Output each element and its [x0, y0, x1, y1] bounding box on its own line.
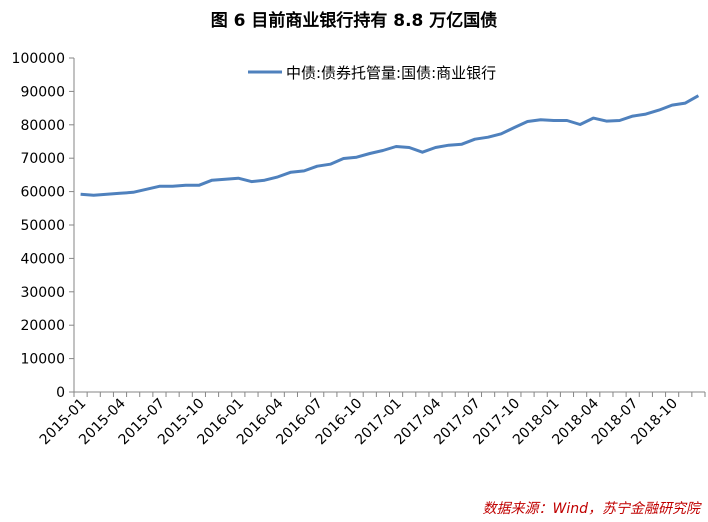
legend: 中债:债券托管量:国债:商业银行	[248, 64, 496, 82]
y-tick-label: 70000	[20, 151, 65, 167]
y-axis: 0 10000 20000 30000 40000 50000 60000 70000 8000…	[12, 51, 75, 401]
y-tick-label: 60000	[20, 185, 65, 201]
y-tick-label: 90000	[20, 84, 65, 100]
y-tick-label: 0	[56, 385, 65, 401]
y-tick-label: 30000	[20, 285, 65, 301]
y-tick-label: 40000	[20, 251, 65, 267]
series-layer	[80, 94, 700, 197]
y-tick-label: 80000	[20, 118, 65, 134]
y-tick-label: 20000	[20, 318, 65, 334]
series-line	[80, 94, 700, 197]
chart-title: 图 6 目前商业银行持有 8.8 万亿国债	[210, 11, 498, 31]
y-tick-label: 10000	[20, 352, 65, 368]
y-tick-label: 50000	[20, 218, 65, 234]
source-note: 数据来源：Wind，苏宁金融研究院	[482, 501, 701, 517]
x-axis: 2015-012015-042015-072015-102016-012016-…	[37, 391, 706, 448]
legend-label: 中债:债券托管量:国债:商业银行	[286, 64, 496, 82]
y-tick-label: 100000	[12, 51, 65, 67]
